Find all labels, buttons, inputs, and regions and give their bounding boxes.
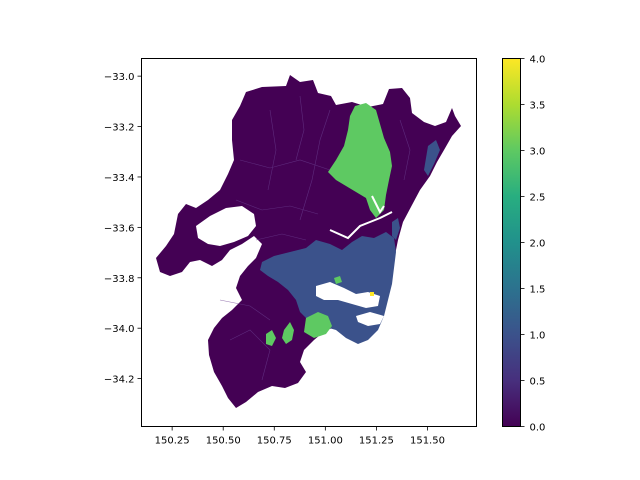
region-value-1-coast	[424, 140, 440, 176]
colorbar-tick-label: 0.0	[530, 423, 546, 434]
y-tick-label: −34.2	[104, 375, 135, 386]
colorbar-tick-label: 3.5	[530, 101, 546, 112]
x-axis: 150.25 150.50 150.75 151.00 151.25 151.50	[155, 426, 445, 447]
y-tick-label: −33.8	[104, 274, 135, 285]
harbour-water	[316, 282, 380, 308]
region-value-3-south	[304, 312, 332, 338]
region-value-4	[370, 292, 374, 296]
colorbar-axis: 0.0 0.5 1.0 1.5 2.0 2.5 3.0 3.5 4.0	[520, 55, 546, 434]
x-tick-label: 150.25	[155, 436, 190, 447]
colorbar	[502, 58, 521, 427]
colorbar-tick-label: 3.0	[530, 147, 546, 158]
y-tick-label: −33.0	[104, 72, 135, 83]
colorbar-tick-label: 2.0	[530, 239, 546, 250]
map-regions	[156, 75, 461, 408]
x-tick-label: 151.00	[308, 436, 343, 447]
y-tick-label: −34.0	[104, 324, 135, 335]
y-tick-label: −33.6	[104, 223, 135, 234]
region-value-3-south-3	[266, 330, 276, 346]
region-value-3-small	[334, 276, 342, 284]
x-tick-label: 151.25	[359, 436, 394, 447]
colorbar-tick-label: 0.5	[530, 377, 546, 388]
waterway	[371, 195, 385, 214]
colorbar-tick-label: 4.0	[530, 55, 546, 66]
y-axis: −33.0 −33.2 −33.4 −33.6 −33.8 −34.0 −34.2	[104, 72, 142, 386]
region-boundaries	[219, 95, 411, 381]
x-tick-label: 150.50	[206, 436, 241, 447]
plot-frame	[141, 58, 477, 427]
region-value-3-south-2	[282, 322, 294, 344]
y-tick-label: −33.4	[104, 173, 135, 184]
x-tick-label: 150.75	[257, 436, 292, 447]
colorbar-tick-label: 1.5	[530, 285, 546, 296]
colorbar-tick-label: 2.5	[530, 193, 546, 204]
region-value-0	[156, 75, 461, 408]
x-tick-label: 151.50	[410, 436, 445, 447]
region-value-3-north	[328, 103, 392, 218]
region-value-1-coast-2	[392, 218, 400, 240]
y-tick-label: −33.2	[104, 123, 135, 134]
colorbar-tick-label: 1.0	[530, 331, 546, 342]
river-water	[329, 211, 393, 240]
white-gap	[196, 206, 256, 246]
bay-water	[356, 312, 384, 326]
